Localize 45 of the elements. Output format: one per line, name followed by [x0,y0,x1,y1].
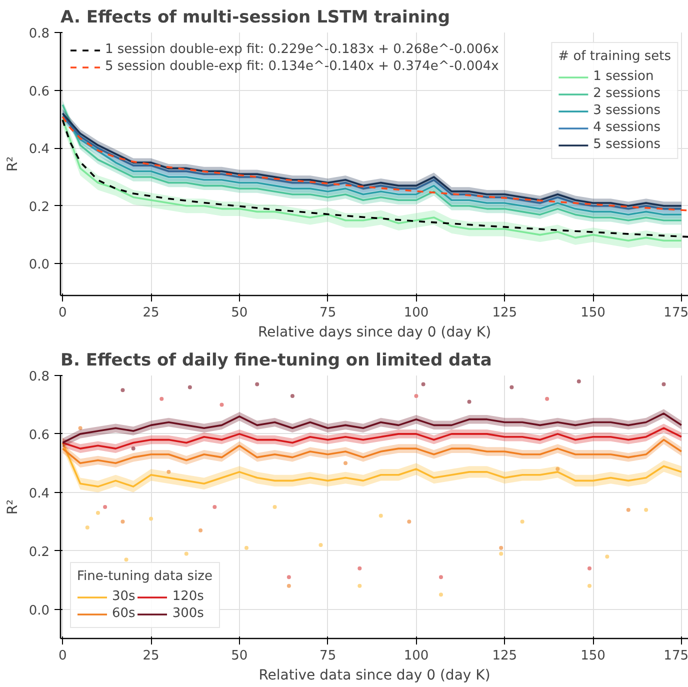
x-tick-label: 125 [492,648,518,664]
x-tick-label: 175 [664,306,688,320]
legend-label: 5 session double-exp fit: 0.134e^-0.140x + 0.374e^-0.004x [105,59,499,74]
legend-label: 300s [172,606,204,621]
legend-label: 4 sessions [593,120,660,135]
legend-label: 3 sessions [593,103,660,118]
y-tick-label: 0.0 [28,258,50,273]
x-tick-label: 0 [58,648,67,664]
legend-label: 2 sessions [593,86,660,101]
legend-label: 5 sessions [593,137,660,152]
y-tick-label: 0.4 [28,486,50,502]
legend-label: 30s [112,589,136,604]
y-axis-title: R² [4,499,21,515]
x-tick-label: 175 [664,648,688,664]
legend-label: 60s [112,606,136,621]
y-tick-label: 0.0 [28,603,50,618]
legend-title: Fine-tuning data size [77,569,213,584]
x-tick-label: 100 [404,648,429,664]
y-tick-label: 0.8 [28,370,50,384]
x-tick-label: 50 [231,648,248,664]
x-tick-label: 125 [492,306,518,320]
chart-title: A. Effects of multi-session LSTM training [60,8,450,28]
legend-label: 1 session double-exp fit: 0.229e^-0.183x + 0.268e^-0.006x [105,42,499,57]
y-tick-label: 0.6 [28,84,50,100]
y-tick-label: 0.4 [28,142,50,158]
x-tick-label: 25 [142,648,160,664]
y-tick-label: 0.2 [28,200,50,215]
x-tick-label: 100 [404,306,429,320]
chart-title: B. Effects of daily fine-tuning on limited data [60,350,492,370]
y-tick-label: 0.6 [28,428,50,443]
legend-label: 1 session [593,69,654,84]
legend-label: 120s [172,589,204,604]
y-axis-title: R² [4,156,21,172]
x-tick-label: 25 [142,306,160,320]
x-axis-title: Relative data since day 0 (day K) [258,668,490,684]
x-tick-label: 150 [580,648,606,664]
x-tick-label: 75 [320,306,336,320]
legend-title: # of training sets [558,49,671,64]
x-tick-label: 75 [320,648,336,664]
y-tick-label: 0.8 [28,26,50,42]
y-tick-label: 0.2 [28,544,50,560]
x-tick-label: 150 [580,306,606,320]
x-tick-label: 0 [58,306,67,320]
x-axis-title: Relative days since day 0 (day K) [258,324,492,340]
x-tick-label: 50 [231,306,248,320]
